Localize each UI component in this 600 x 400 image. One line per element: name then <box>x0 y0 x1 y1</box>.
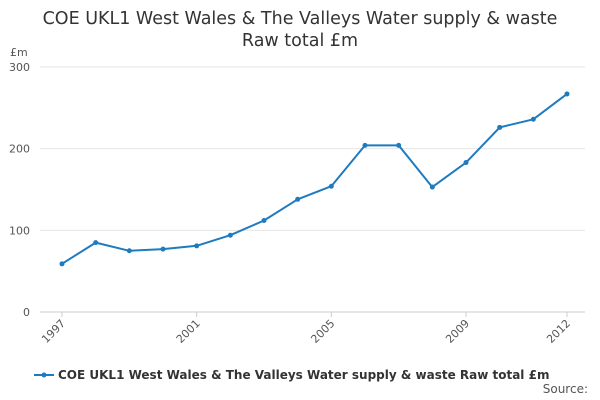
x-tick-label: 1997 <box>39 317 68 346</box>
gridlines <box>40 66 585 313</box>
data-point[interactable] <box>564 91 570 97</box>
legend[interactable]: COE UKL1 West Wales & The Valleys Water … <box>34 366 549 384</box>
y-tick-label: 200 <box>9 143 30 156</box>
y-axis-ticks: 0 100 200 300 <box>9 61 30 319</box>
data-point[interactable] <box>227 232 233 238</box>
chart-title-line-2: Raw total £m <box>241 31 359 51</box>
data-point[interactable] <box>295 196 301 202</box>
legend-line-marker-icon <box>34 370 54 380</box>
data-point[interactable] <box>261 218 267 224</box>
chart-title: COE UKL1 West Wales & The Valleys Water … <box>0 8 600 52</box>
x-tick-label: 2009 <box>443 317 472 346</box>
data-point[interactable] <box>59 261 65 267</box>
x-axis-ticks: 1997 2001 2005 2009 2012 <box>39 312 573 346</box>
legend-series-label: COE UKL1 West Wales & The Valleys Water … <box>58 368 550 382</box>
data-point[interactable] <box>328 183 334 189</box>
series-line <box>61 93 568 265</box>
source-label: Source: <box>542 382 588 396</box>
x-tick-label: 2001 <box>174 317 203 346</box>
x-tick-label: 2005 <box>308 317 337 346</box>
data-point[interactable] <box>497 124 503 130</box>
y-tick-label: 300 <box>9 61 30 74</box>
y-axis-label: £m <box>10 46 28 59</box>
data-point[interactable] <box>362 142 368 148</box>
data-point[interactable] <box>429 184 435 190</box>
data-point[interactable] <box>463 160 469 166</box>
x-tick-label: 2012 <box>544 317 573 346</box>
data-point[interactable] <box>93 240 99 246</box>
data-point[interactable] <box>126 248 132 254</box>
data-point[interactable] <box>160 246 166 252</box>
y-tick-label: 100 <box>9 224 30 237</box>
data-point[interactable] <box>396 142 402 148</box>
series-layer <box>59 91 570 267</box>
data-point[interactable] <box>194 243 200 249</box>
data-point[interactable] <box>530 116 536 122</box>
chart-title-line-1: COE UKL1 West Wales & The Valleys Water … <box>42 9 558 29</box>
y-tick-label: 0 <box>23 306 30 319</box>
